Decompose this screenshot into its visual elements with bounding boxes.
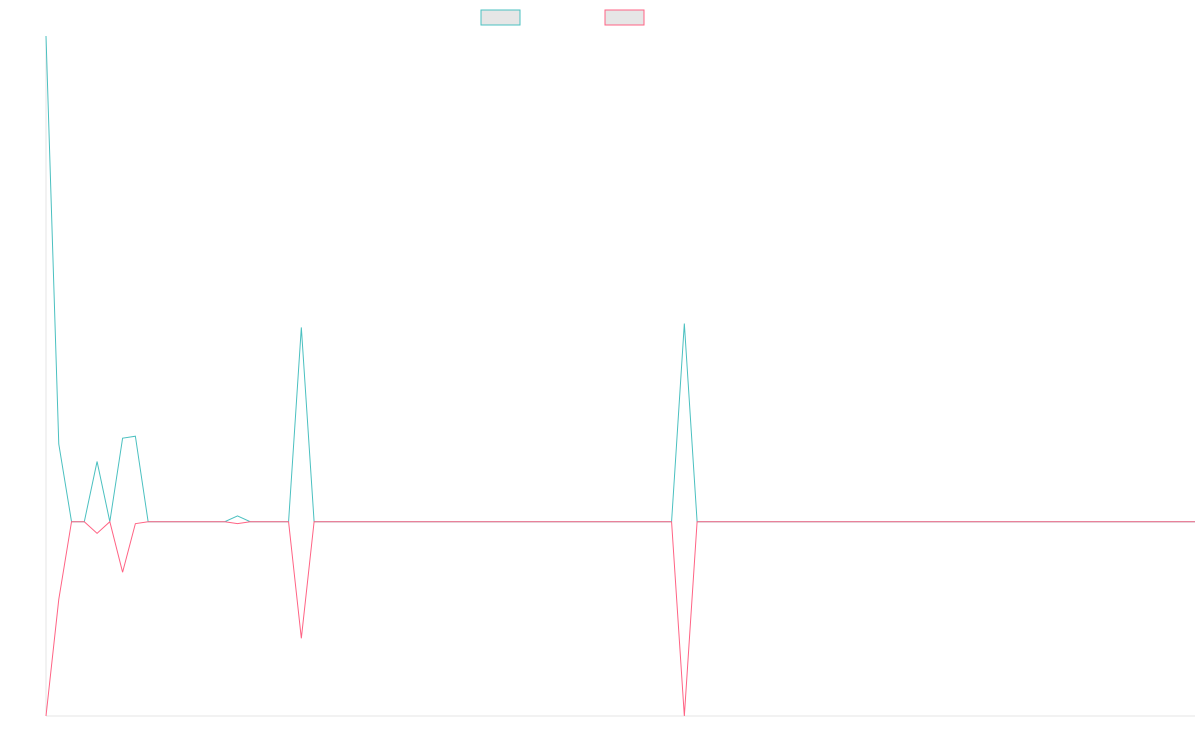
series-layer	[45, 35, 1195, 717]
legend	[480, 9, 645, 26]
axes	[45, 36, 1195, 717]
series-line-2	[45, 520, 1195, 717]
legend-swatch-2[interactable]	[604, 9, 645, 26]
series-line-1	[45, 35, 1195, 523]
legend-swatch-1[interactable]	[480, 9, 521, 26]
